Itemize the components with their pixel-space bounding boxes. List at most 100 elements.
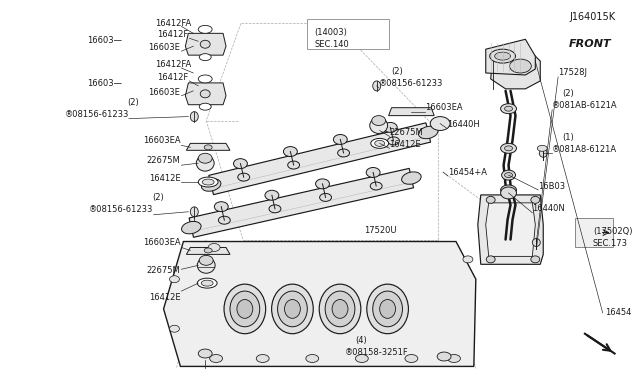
Ellipse shape <box>284 147 298 157</box>
Text: 22675M: 22675M <box>147 156 180 165</box>
Text: 16412E: 16412E <box>390 140 421 149</box>
Ellipse shape <box>198 153 212 163</box>
Ellipse shape <box>371 138 388 148</box>
Ellipse shape <box>319 193 332 201</box>
Ellipse shape <box>199 103 211 110</box>
Text: SEC.140: SEC.140 <box>314 40 349 49</box>
Ellipse shape <box>372 81 381 91</box>
Ellipse shape <box>237 299 253 318</box>
Text: (2): (2) <box>127 98 139 107</box>
Text: 16412FA: 16412FA <box>155 19 191 28</box>
Ellipse shape <box>285 299 300 318</box>
Polygon shape <box>209 123 431 195</box>
Ellipse shape <box>170 325 179 332</box>
Ellipse shape <box>214 202 228 212</box>
Ellipse shape <box>224 284 266 334</box>
Ellipse shape <box>437 352 451 361</box>
Text: 16603EA: 16603EA <box>425 103 463 112</box>
Ellipse shape <box>463 256 473 263</box>
Ellipse shape <box>278 291 307 327</box>
Text: FRONT: FRONT <box>569 39 612 49</box>
Ellipse shape <box>238 173 250 181</box>
Ellipse shape <box>333 135 348 144</box>
Ellipse shape <box>170 276 179 283</box>
Text: SEC.173: SEC.173 <box>593 239 628 248</box>
Ellipse shape <box>538 145 547 151</box>
Text: ®081A8-6121A: ®081A8-6121A <box>552 145 618 154</box>
Text: 22675M: 22675M <box>147 266 180 275</box>
Polygon shape <box>478 195 543 264</box>
Ellipse shape <box>325 291 355 327</box>
Text: 16412FA: 16412FA <box>155 60 191 68</box>
Ellipse shape <box>500 187 516 199</box>
Polygon shape <box>486 39 535 75</box>
Ellipse shape <box>316 179 330 189</box>
Ellipse shape <box>204 248 212 253</box>
Ellipse shape <box>372 291 403 327</box>
Text: ®08156-61233: ®08156-61233 <box>89 205 154 214</box>
Ellipse shape <box>198 177 218 187</box>
Ellipse shape <box>196 155 214 171</box>
Ellipse shape <box>288 161 300 169</box>
Text: ®08156-61233: ®08156-61233 <box>379 79 443 89</box>
Text: 17528J: 17528J <box>558 68 587 77</box>
Ellipse shape <box>306 355 319 362</box>
Ellipse shape <box>504 187 513 192</box>
Text: 16603E: 16603E <box>148 43 180 52</box>
Polygon shape <box>189 169 413 237</box>
Ellipse shape <box>540 149 547 157</box>
Ellipse shape <box>532 238 540 247</box>
Polygon shape <box>186 247 230 254</box>
Ellipse shape <box>234 159 248 169</box>
Polygon shape <box>164 241 476 366</box>
Ellipse shape <box>388 137 399 145</box>
Ellipse shape <box>370 182 382 190</box>
Ellipse shape <box>210 355 223 362</box>
Ellipse shape <box>200 90 210 98</box>
Text: 16412F: 16412F <box>157 30 188 39</box>
Ellipse shape <box>256 355 269 362</box>
Ellipse shape <box>208 244 220 251</box>
Ellipse shape <box>198 349 212 358</box>
Ellipse shape <box>370 118 388 134</box>
Polygon shape <box>186 143 230 150</box>
Text: 16440H: 16440H <box>447 120 480 129</box>
Text: 22675M: 22675M <box>390 128 423 137</box>
Ellipse shape <box>202 179 214 185</box>
Ellipse shape <box>500 104 516 113</box>
Text: ®08158-3251F: ®08158-3251F <box>345 348 409 357</box>
Ellipse shape <box>326 28 334 35</box>
Ellipse shape <box>199 54 211 61</box>
Ellipse shape <box>372 116 386 125</box>
Text: 16412E: 16412E <box>148 292 180 302</box>
Text: (2): (2) <box>152 193 164 202</box>
Ellipse shape <box>500 185 516 195</box>
Ellipse shape <box>230 291 260 327</box>
Text: 16454: 16454 <box>605 308 631 317</box>
Text: 16454+A: 16454+A <box>448 168 487 177</box>
Ellipse shape <box>190 207 198 217</box>
Ellipse shape <box>200 40 210 48</box>
Ellipse shape <box>486 196 495 203</box>
Ellipse shape <box>319 284 361 334</box>
Ellipse shape <box>402 172 421 184</box>
Text: 17520U: 17520U <box>364 226 396 235</box>
Text: 16B03: 16B03 <box>538 182 565 190</box>
Ellipse shape <box>486 256 495 263</box>
Ellipse shape <box>218 216 230 224</box>
Polygon shape <box>186 33 226 55</box>
Text: 16603E: 16603E <box>148 88 180 97</box>
Ellipse shape <box>504 146 513 151</box>
Ellipse shape <box>380 299 396 318</box>
Ellipse shape <box>490 49 515 63</box>
Ellipse shape <box>504 173 513 177</box>
Ellipse shape <box>367 284 408 334</box>
Ellipse shape <box>269 205 281 213</box>
Polygon shape <box>186 83 226 105</box>
Ellipse shape <box>374 140 385 146</box>
Ellipse shape <box>332 299 348 318</box>
Ellipse shape <box>355 355 368 362</box>
Ellipse shape <box>509 59 531 73</box>
Ellipse shape <box>495 52 511 60</box>
Ellipse shape <box>199 256 213 265</box>
